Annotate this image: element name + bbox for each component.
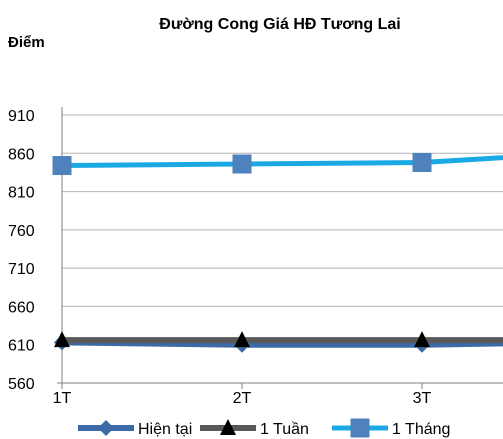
data-point: [54, 331, 70, 348]
legend-marker: [350, 418, 370, 438]
y-axis-label: Điểm: [8, 34, 45, 51]
legend-item: 1 Tháng: [332, 418, 450, 438]
y-tick-label: 560: [8, 376, 35, 393]
data-point: [234, 331, 250, 348]
series-2: [54, 331, 503, 348]
y-tick-labels: 560 610 660 710 760 810 860 910: [8, 108, 35, 393]
series-3: [52, 152, 503, 176]
data-point: [52, 156, 72, 176]
data-point: [412, 152, 432, 172]
legend-item: Hiện tại: [78, 420, 192, 438]
series-lines: [52, 152, 503, 353]
y-tick-label: 810: [8, 185, 35, 202]
legend: Hiện tại 1 Tuần 1 Tháng: [78, 418, 450, 438]
y-tick-label: 710: [8, 261, 35, 278]
data-point: [232, 154, 252, 174]
x-tick-label: 3T: [413, 390, 432, 407]
y-tick-label: 910: [8, 108, 35, 125]
legend-label: 1 Tháng: [392, 421, 450, 438]
y-tick-label: 760: [8, 223, 35, 240]
legend-label: 1 Tuần: [260, 421, 309, 438]
gridlines: [62, 114, 503, 346]
series-line: [59, 155, 503, 169]
series-line: [59, 339, 503, 348]
legend-marker: [220, 419, 236, 435]
data-point: [414, 331, 430, 348]
y-tick-label: 660: [8, 299, 35, 316]
x-tick-label: 1T: [53, 390, 72, 407]
legend-label: Hiện tại: [138, 421, 192, 438]
chart-title: Đường Cong Giá HĐ Tương Lai: [159, 16, 401, 33]
legend-item: 1 Tuần: [200, 419, 309, 438]
y-tick-label: 860: [8, 146, 35, 163]
legend-marker: [98, 420, 114, 436]
x-tick-labels: 1T2T3T4T: [53, 390, 432, 407]
x-tick-label: 2T: [233, 390, 252, 407]
y-tick-label: 610: [8, 338, 35, 355]
